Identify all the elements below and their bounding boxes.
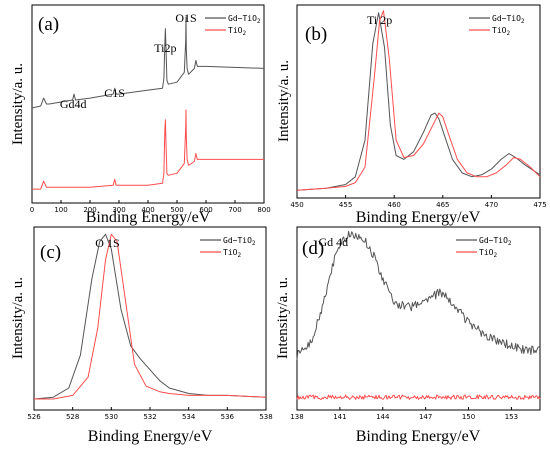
y-axis-label-c: Intensity/a. u. bbox=[10, 277, 26, 359]
peak-annotation: Ti 2p bbox=[367, 13, 392, 27]
panel-b: 450 455 460 465 470 475 Ti 2p (b) Gd−TiO2 TiO… bbox=[276, 4, 547, 226]
peak-annotation: O1S bbox=[175, 11, 196, 25]
legend-label-tio2-c: TiO2 bbox=[223, 248, 241, 259]
x-tick-label: 150 bbox=[462, 413, 475, 421]
legend-label-gd-a: Gd−TiO2 bbox=[228, 14, 261, 25]
series-line-a-tio2 bbox=[32, 109, 264, 190]
x-tick-label: 470 bbox=[485, 201, 498, 209]
x-ticks-c: 526 528 530 532 534 536 538 bbox=[27, 407, 273, 421]
x-tick-label: 475 bbox=[533, 201, 546, 209]
x-tick-label: 144 bbox=[376, 413, 390, 421]
x-ticks-b: 450 455 460 465 470 475 bbox=[290, 195, 547, 209]
panel-c: 526 528 530 532 534 536 538 O 1S (c) Gd−TiO2 T… bbox=[10, 226, 273, 445]
plot-frame-b bbox=[296, 4, 541, 199]
y-axis-label-d: Intensity/a. u. bbox=[275, 277, 291, 359]
series-line-c-gd-tio2 bbox=[33, 233, 267, 400]
x-tick-label: 800 bbox=[257, 206, 270, 214]
x-tick-label: 300 bbox=[112, 206, 125, 214]
panel-a: 0 100 200 300 400 500 600 700 800 Gd4d C1S Ti2p O1S… bbox=[10, 4, 271, 226]
series-group-c bbox=[33, 233, 267, 400]
x-tick-label: 400 bbox=[141, 206, 154, 214]
panel-d: 138 141 144 147 150 153 Gd 4d (d) Gd−TiO2 TiO… bbox=[275, 226, 541, 445]
legend-label-gd-d: Gd−TiO2 bbox=[479, 236, 512, 247]
annotations-b: Ti 2p bbox=[367, 13, 392, 27]
peak-annotation: O 1S bbox=[95, 236, 119, 250]
legend-label-gd-c: Gd−TiO2 bbox=[223, 236, 256, 247]
peak-annotation: C1S bbox=[104, 86, 125, 100]
x-axis-label-d: Binding Energy/eV bbox=[356, 428, 481, 445]
panel-label-a: (a) bbox=[38, 14, 59, 35]
panel-label-b: (b) bbox=[305, 24, 327, 45]
x-tick-label: 455 bbox=[339, 201, 352, 209]
legend-c: Gd−TiO2 TiO2 bbox=[200, 236, 256, 259]
series-group-a bbox=[31, 16, 265, 190]
x-tick-label: 153 bbox=[505, 413, 518, 421]
x-tick-label: 460 bbox=[388, 201, 401, 209]
series-line-d-gd-tio2 bbox=[296, 230, 541, 360]
series-line-c-tio2 bbox=[34, 233, 267, 400]
x-axis-label-b: Binding Energy/eV bbox=[356, 209, 481, 226]
x-tick-label: 600 bbox=[199, 206, 212, 214]
peak-annotation: Ti2p bbox=[154, 41, 176, 55]
legend-d: Gd−TiO2 TiO2 bbox=[456, 236, 512, 259]
x-ticks-d: 138 141 144 147 150 153 bbox=[290, 407, 518, 421]
panel-label-c: (c) bbox=[40, 242, 61, 263]
x-axis-label-c: Binding Energy/eV bbox=[88, 428, 213, 445]
series-line-d-tio2 bbox=[296, 394, 541, 400]
x-ticks-a: 0 100 200 300 400 500 600 700 800 bbox=[30, 200, 271, 214]
x-tick-label: 138 bbox=[290, 413, 303, 421]
x-tick-label: 450 bbox=[290, 201, 303, 209]
x-tick-label: 147 bbox=[419, 413, 432, 421]
x-tick-label: 465 bbox=[436, 201, 449, 209]
peak-annotation: Gd4d bbox=[60, 97, 87, 111]
series-group-d bbox=[296, 230, 541, 400]
x-tick-label: 536 bbox=[221, 413, 235, 421]
x-tick-label: 200 bbox=[83, 206, 96, 214]
legend-label-tio2-d: TiO2 bbox=[479, 248, 497, 259]
annotations-d: Gd 4d bbox=[318, 235, 348, 249]
x-tick-label: 526 bbox=[27, 413, 41, 421]
legend-label-tio2-a: TiO2 bbox=[228, 26, 246, 37]
series-group-b bbox=[296, 10, 541, 191]
x-tick-label: 700 bbox=[228, 206, 241, 214]
plot-frame-d bbox=[296, 226, 541, 411]
x-tick-label: 530 bbox=[105, 413, 118, 421]
y-axis-label-b: Intensity/a. u. bbox=[276, 60, 292, 142]
annotations-a: Gd4d C1S Ti2p O1S bbox=[60, 11, 197, 111]
x-tick-label: 538 bbox=[259, 413, 272, 421]
legend-label-gd-b: Gd−TiO2 bbox=[492, 14, 525, 25]
x-tick-label: 500 bbox=[170, 206, 183, 214]
legend-label-tio2-b: TiO2 bbox=[492, 26, 510, 37]
legend-a: Gd−TiO2 TiO2 bbox=[205, 14, 261, 37]
x-tick-label: 534 bbox=[182, 413, 196, 421]
peak-annotation: Gd 4d bbox=[318, 235, 348, 249]
series-line-b-gd-tio2 bbox=[296, 12, 541, 191]
x-tick-label: 100 bbox=[54, 206, 67, 214]
annotations-c: O 1S bbox=[95, 236, 119, 250]
legend-b: Gd−TiO2 TiO2 bbox=[469, 14, 525, 37]
series-line-b-tio2 bbox=[296, 10, 541, 191]
series-line-a-gd-tio2 bbox=[31, 16, 265, 109]
x-tick-label: 528 bbox=[66, 413, 79, 421]
x-tick-label: 0 bbox=[30, 206, 34, 214]
y-axis-label-a: Intensity/a. u. bbox=[10, 63, 26, 145]
x-tick-label: 532 bbox=[143, 413, 156, 421]
x-axis-label-a: Binding Energy/eV bbox=[86, 209, 211, 226]
panel-label-d: (d) bbox=[302, 238, 324, 259]
x-tick-label: 141 bbox=[333, 413, 346, 421]
